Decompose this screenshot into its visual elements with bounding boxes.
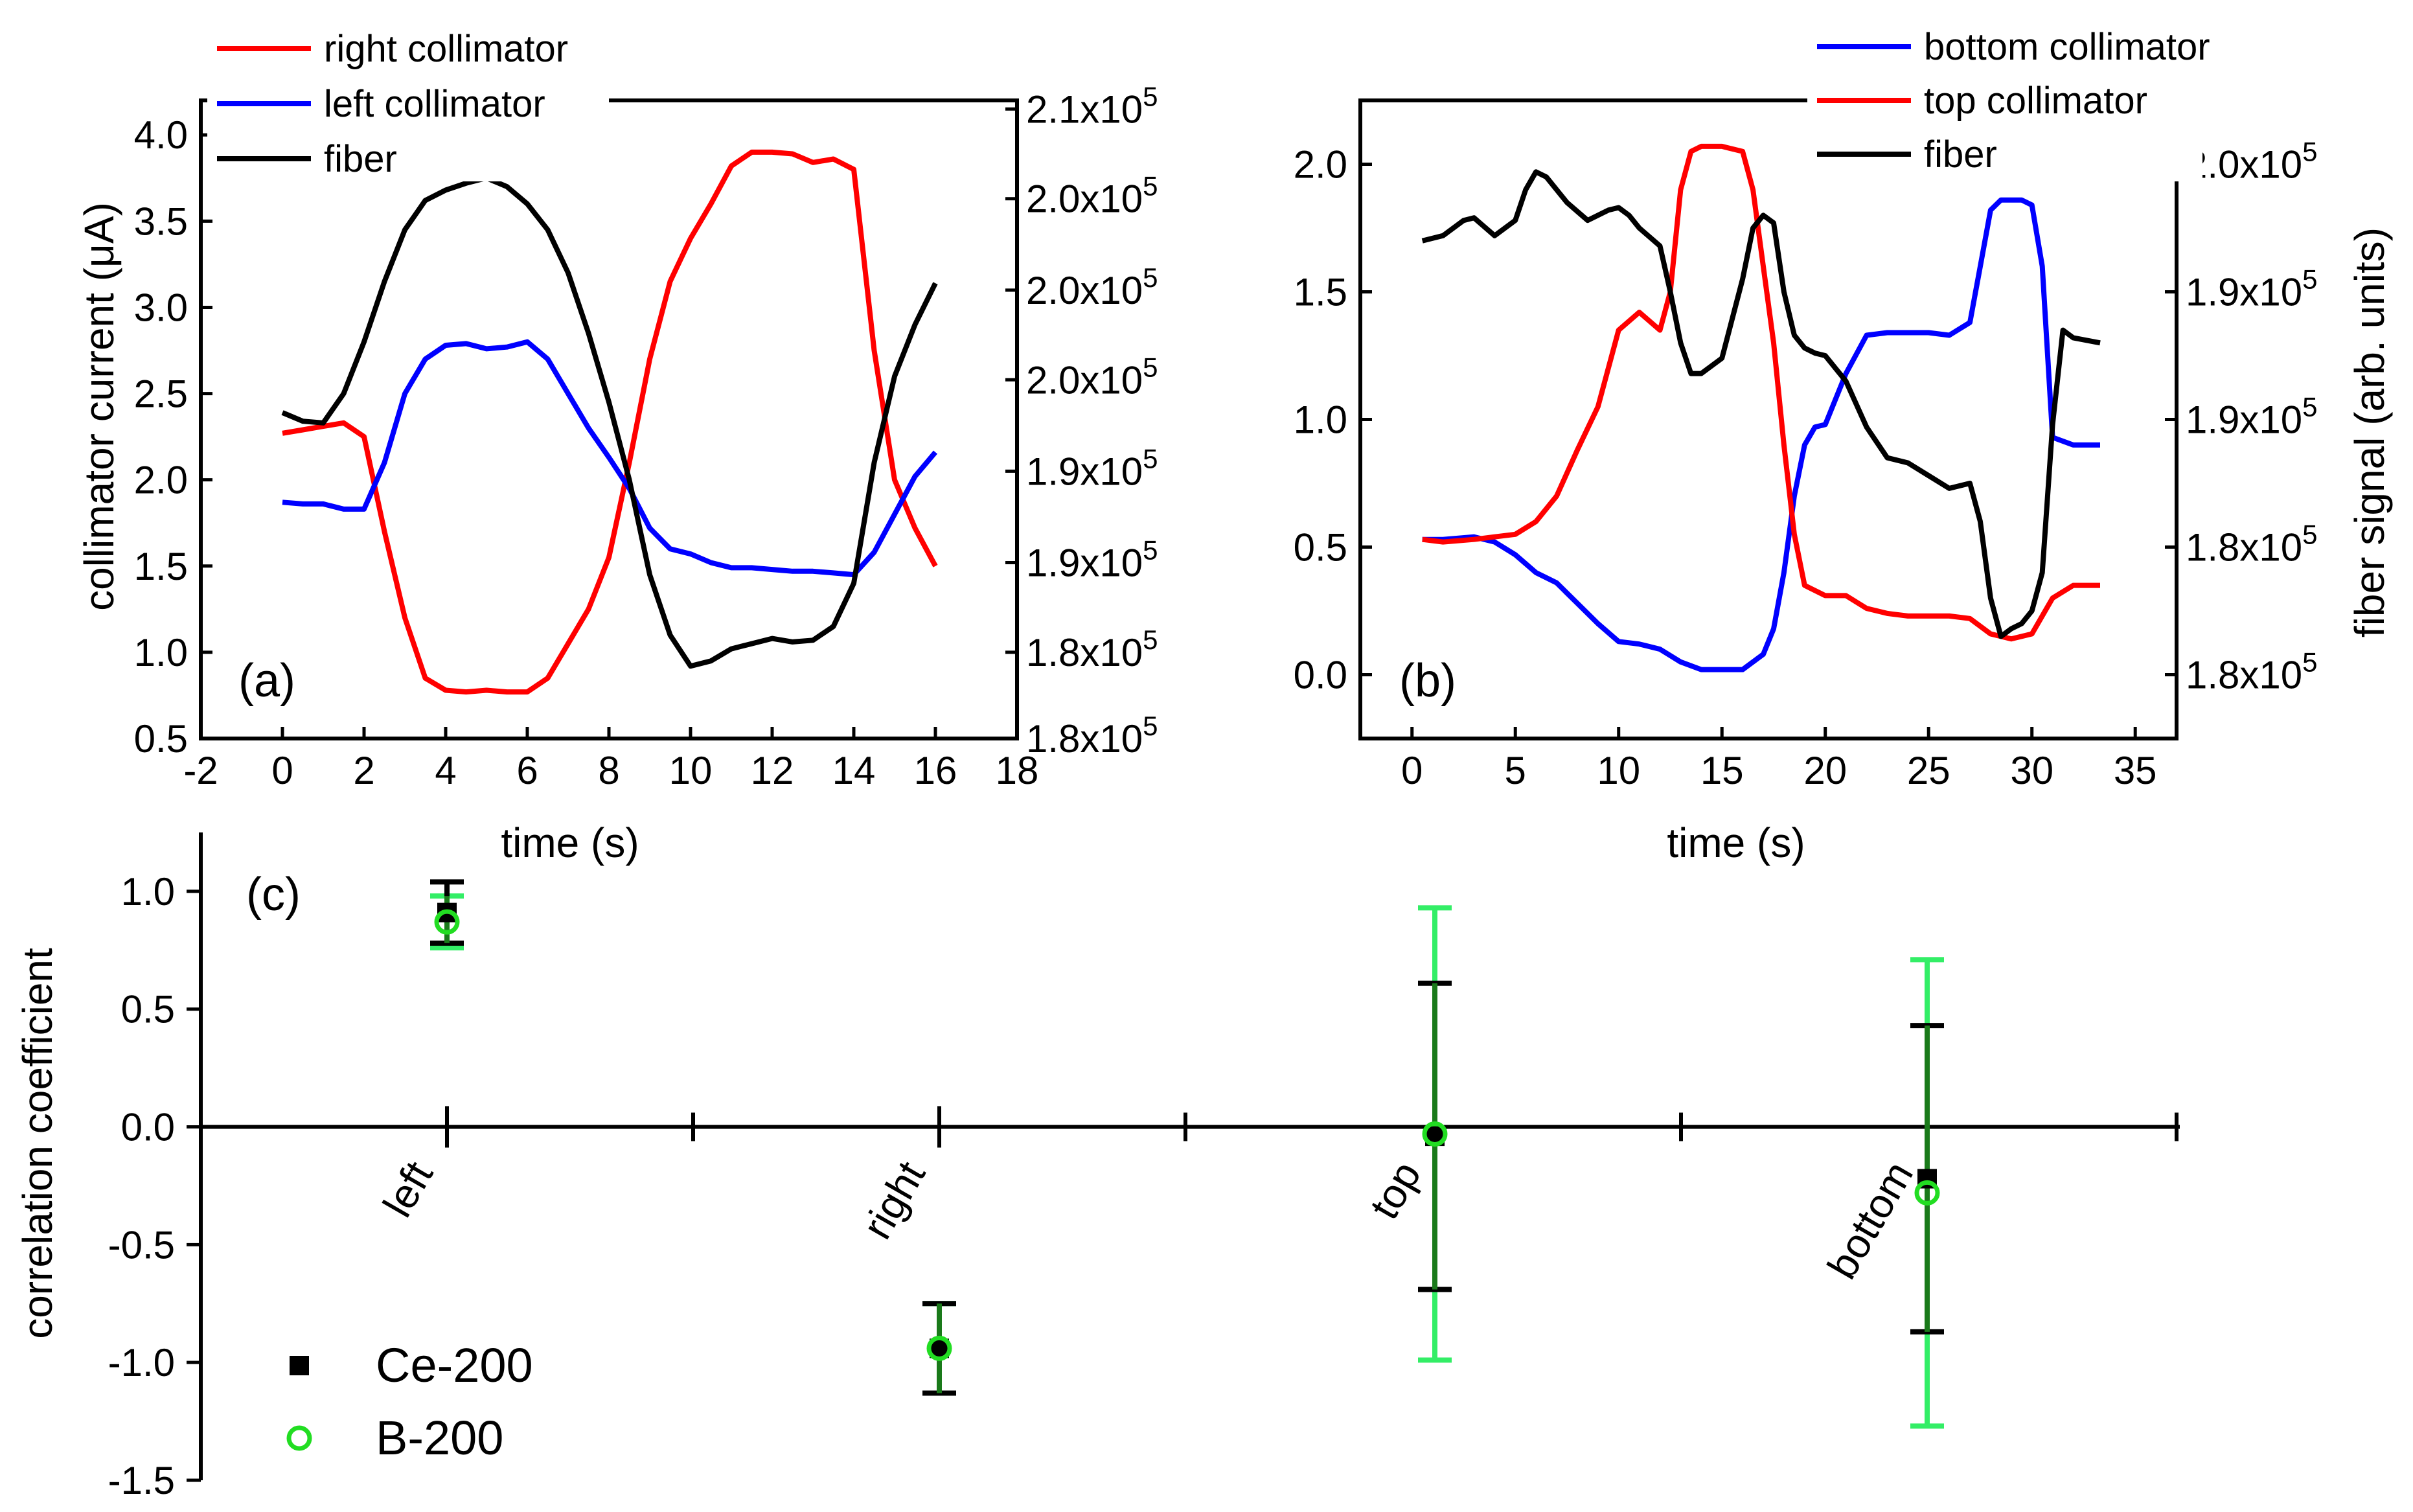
panel-b-y-tick-label: 0.5 (1294, 526, 1347, 569)
panel-b-legend-label: fiber (1924, 133, 1997, 176)
panel-b-y-tick-label: 2.0 (1294, 143, 1347, 187)
panel-a-x-tick-label: 10 (669, 749, 713, 792)
panel-b-y2-tick-label: 2.0x105 (2186, 137, 2318, 187)
panel-b-y2-axis-label: fiber signal (arb. units) (2346, 227, 2393, 637)
panel-c-legend-ce200-swatch (290, 1356, 309, 1375)
panel-c-y-tick-label: -1.5 (108, 1459, 175, 1502)
panel-c-y-axis-label: correlation coefficient (14, 948, 61, 1339)
panel-a-x-tick-label: 8 (598, 749, 619, 792)
panel-b-series-fiber (1421, 169, 2101, 639)
panel-a-series-fiber (281, 175, 938, 669)
panel-b-x-tick-label: 0 (1401, 749, 1423, 792)
panel-b-y2-tick-label: 1.9x105 (2186, 264, 2318, 314)
panel-c-y-tick-label: 0.0 (121, 1106, 175, 1149)
panel-c-category-label: right (854, 1153, 935, 1246)
panel-c-y-tick-label: 1.0 (121, 870, 175, 913)
panel-a-label: (a) (238, 655, 295, 707)
panel-a-y-tick-label: 0.5 (134, 717, 188, 761)
panel-b-y2-tick-label: 1.9x105 (2186, 392, 2318, 442)
panel-c-chart: -1.5 -1.0 -0.5 0.0 0.5 1.0 left right top bottom c… (14, 832, 2180, 1502)
panel-b-series-bottom-collimator (1422, 197, 2100, 672)
panel-c-category-label: top (1360, 1154, 1430, 1227)
panel-c-legend-label: B-200 (376, 1411, 503, 1465)
panel-c-legend-b200-swatch (286, 1425, 312, 1451)
panel-c-label: (c) (246, 869, 301, 921)
panel-a-legend-label: right collimator (324, 28, 568, 70)
panel-a-series-right-collimator (282, 149, 938, 695)
panel-b-legend: bottom collimator top collimator fiber (1807, 19, 2210, 181)
panel-a-y-tick-label: 1.0 (134, 631, 188, 674)
panel-c-y-tick-label: 0.5 (121, 988, 175, 1031)
panel-a-chart: -2 0 2 4 6 8 10 12 14 16 18 0.5 1.0 1.5 2.0 2.5 3.0 3.5 4.… (76, 19, 1158, 866)
panel-a-y-tick-label: 3.5 (134, 200, 188, 243)
panel-b-label: (b) (1399, 655, 1456, 707)
panel-c-b200-marker (1422, 1121, 1448, 1147)
panel-a-y2-tick-label: 1.8x105 (1026, 624, 1158, 674)
panel-a-series-left-collimator (282, 339, 938, 578)
panel-b-y2-tick-label: 1.8x105 (2186, 647, 2318, 697)
panel-b-y-tick-label: 0.0 (1294, 654, 1347, 697)
panel-b-x-tick-label: 30 (2010, 749, 2053, 792)
panel-b-legend-label: top collimator (1924, 80, 2147, 122)
panel-a-legend-label: fiber (324, 138, 397, 180)
panel-a-y2-tick-label: 2.0x105 (1026, 262, 1158, 312)
panel-b-x-tick-label: 5 (1505, 749, 1526, 792)
panel-b-x-tick-label: 35 (2114, 749, 2157, 792)
panel-a-y2-tick-label: 1.9x105 (1026, 443, 1158, 493)
panel-c-b200-marker (434, 909, 460, 935)
panel-a-y-tick-label: 4.0 (134, 113, 188, 157)
panel-a-x-tick-label: 12 (751, 749, 794, 792)
panel-a-x-tick-label: 0 (271, 749, 293, 792)
panel-c-category-label: bottom (1818, 1154, 1922, 1287)
panel-a-y-tick-label: 3.0 (134, 286, 188, 329)
panel-b-y-tick-label: 1.0 (1294, 398, 1347, 442)
panel-a-y-tick-label: 2.5 (134, 372, 188, 416)
panel-a-y2-tick-label: 1.8x105 (1026, 711, 1158, 761)
panel-b-x-tick-label: 20 (1803, 749, 1847, 792)
panel-b-y-tick-label: 1.5 (1294, 271, 1347, 314)
panel-a-x-tick-label: 14 (832, 749, 876, 792)
panel-b-chart: 0 5 10 15 20 25 30 35 0.0 0.5 1.0 1.5 2.0 1.8x105 1.8x… (1294, 19, 2393, 866)
panel-c-y-tick-label: -0.5 (108, 1223, 175, 1266)
panel-b-legend-label: bottom collimator (1924, 26, 2210, 68)
panel-c-legend: Ce-200 B-200 (286, 1338, 533, 1465)
panel-b-x-tick-label: 15 (1700, 749, 1744, 792)
panel-a-y2-tick-label: 2.0x105 (1026, 171, 1158, 221)
panel-a-legend: right collimator left collimator fiber (207, 19, 609, 181)
panel-a-y-tick-label: 1.5 (134, 545, 188, 588)
panel-b-x-tick-label: 10 (1597, 749, 1640, 792)
panel-a-y2-tick-label: 1.9x105 (1026, 534, 1158, 584)
panel-a-x-tick-label: 18 (996, 749, 1039, 792)
panel-b-series-top-collimator (1422, 143, 2100, 642)
panel-a-x-tick-label: 6 (516, 749, 538, 792)
panel-a-y-tick-label: 2.0 (134, 459, 188, 502)
panel-b-x-axis-label: time (s) (1667, 819, 1805, 866)
panel-a-y2-tick-label: 2.0x105 (1026, 352, 1158, 402)
panel-a-y-axis-label: collimator current (μA) (76, 202, 122, 611)
panel-a-x-axis-label: time (s) (501, 819, 639, 866)
panel-a-x-tick-label: 2 (353, 749, 374, 792)
panel-c-y-tick-label: -1.0 (108, 1341, 175, 1384)
panel-a-x-tick-label: 16 (914, 749, 957, 792)
panel-a-legend-label: left collimator (324, 83, 545, 125)
panel-c-b200-marker (1914, 1180, 1940, 1206)
panel-a-x-tick-label: 4 (435, 749, 456, 792)
panel-b-y2-tick-label: 1.8x105 (2186, 520, 2318, 569)
panel-c-category-label: left (374, 1153, 442, 1224)
panel-b-x-tick-label: 25 (1907, 749, 1950, 792)
panel-a-y2-tick-label: 2.1x105 (1026, 81, 1158, 131)
panel-a-x-tick-label: -2 (183, 749, 218, 792)
panel-c-legend-label: Ce-200 (376, 1338, 533, 1392)
panel-c-b200-marker (926, 1335, 952, 1361)
